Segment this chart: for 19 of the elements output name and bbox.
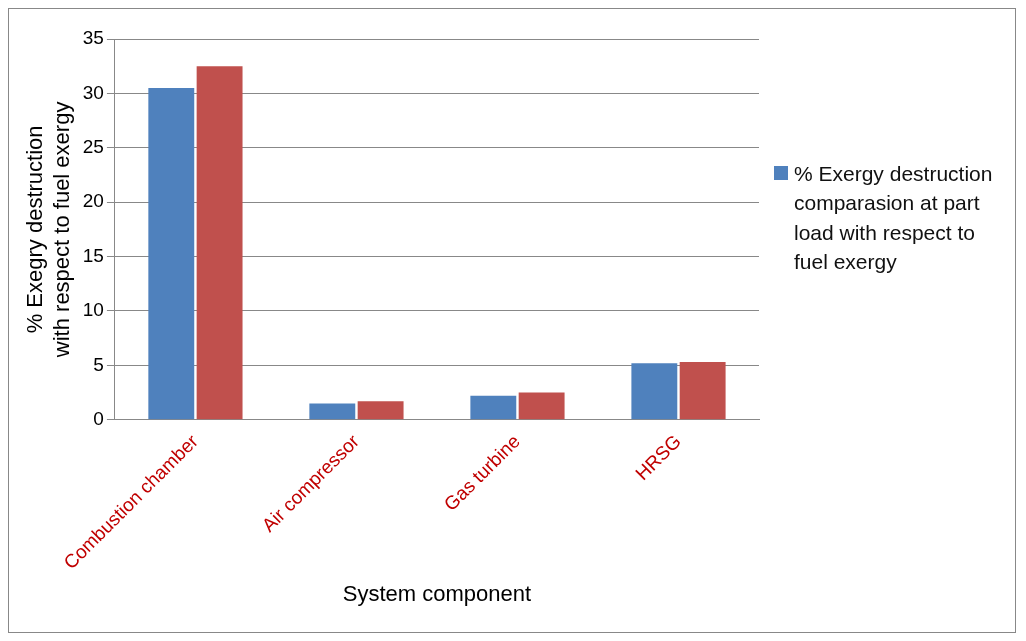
bar <box>631 363 678 420</box>
bar <box>196 66 243 420</box>
y-tick-label: 20 <box>82 190 104 212</box>
bar <box>518 392 565 420</box>
y-tick-label: 30 <box>82 81 104 103</box>
bar <box>357 401 404 420</box>
legend-label: % Exergy destruction comparasion at part load with respect to fuel exergy <box>794 161 994 276</box>
bar <box>470 395 517 420</box>
y-tick-label: 25 <box>82 136 104 158</box>
bar <box>148 87 195 420</box>
y-tick-label: 10 <box>82 299 104 321</box>
bar <box>679 362 726 420</box>
x-axis-title: System component <box>342 580 532 606</box>
y-tick-label: 15 <box>82 244 104 266</box>
y-axis-title: % Exegry destruction with respect to fuel exergy <box>22 101 74 359</box>
y-tick-label: 35 <box>82 27 104 49</box>
y-tick-label: 5 <box>93 353 104 375</box>
y-tick-label: 0 <box>93 408 104 430</box>
bar <box>309 403 356 420</box>
